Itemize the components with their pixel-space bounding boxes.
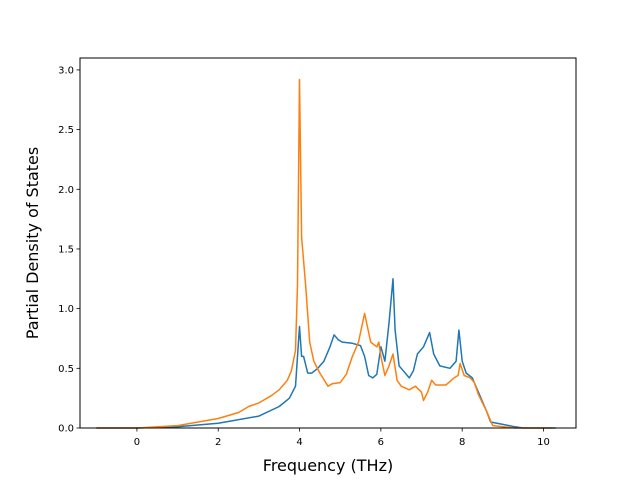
y-tick-label: 1.0 (58, 304, 74, 315)
x-axis-label: Frequency (THz) (263, 456, 393, 475)
series-line-2 (96, 78, 552, 429)
x-tick-label: 4 (296, 437, 302, 448)
axes-frame (79, 57, 577, 429)
x-tick-label: 10 (537, 437, 550, 448)
axis-ticks: 0 2 4 6 8 10 0.0 0.5 1.0 1.5 2.0 2.5 3.0 (58, 65, 550, 448)
y-axis-label: Partial Density of States (23, 147, 42, 339)
x-tick-label: 8 (459, 437, 465, 448)
x-tick-label: 2 (215, 437, 221, 448)
y-tick-label: 2.5 (58, 125, 74, 136)
series-line-1 (96, 278, 556, 429)
y-tick-label: 0.0 (58, 424, 74, 435)
y-tick-label: 0.5 (58, 364, 74, 375)
x-tick-label: 0 (134, 437, 140, 448)
plot-area (96, 78, 556, 429)
y-tick-label: 1.5 (58, 244, 74, 255)
y-tick-label: 3.0 (58, 65, 74, 76)
x-tick-label: 6 (378, 437, 384, 448)
y-tick-label: 2.0 (58, 185, 74, 196)
